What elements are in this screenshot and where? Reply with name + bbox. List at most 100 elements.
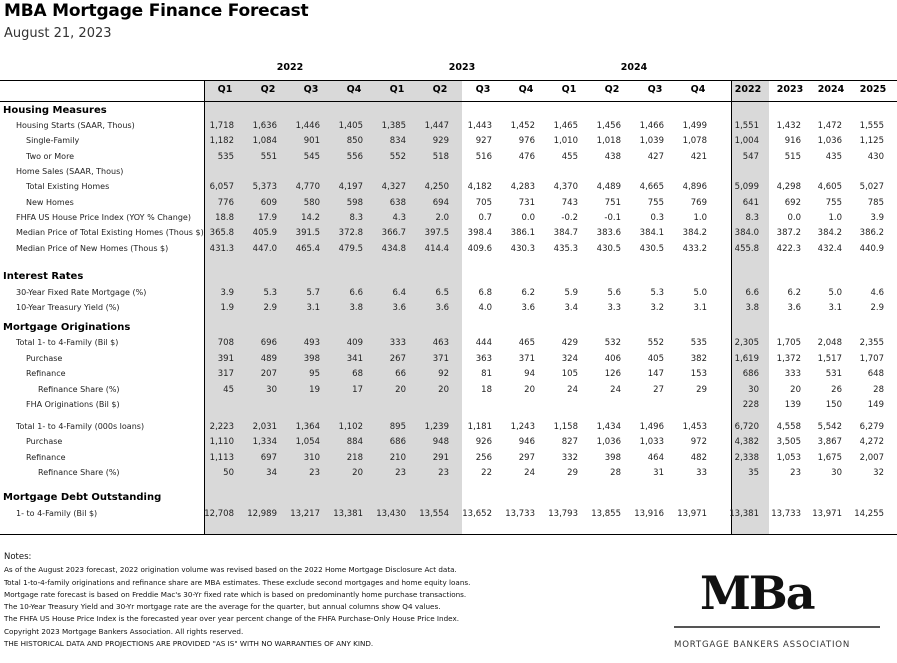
table-cell: 24	[567, 385, 578, 395]
table-cell: 6.5	[435, 288, 449, 298]
table-cell: 147	[647, 369, 664, 379]
table-cell: 406	[604, 354, 621, 364]
table-cell: 755	[825, 198, 842, 208]
row-label: FHFA US House Price Index (YOY % Change)	[16, 213, 191, 222]
table-cell: 35	[748, 468, 759, 478]
section-header: Mortgage Debt Outstanding	[0, 491, 897, 505]
table-cell: 386.2	[859, 228, 884, 238]
table-cell: 391.5	[295, 228, 320, 238]
table-cell: 1,243	[510, 422, 535, 432]
table-cell: 398.4	[467, 228, 492, 238]
section-title: Interest Rates	[3, 271, 84, 282]
column-header: Q3	[647, 84, 663, 95]
table-cell: 4,558	[776, 422, 801, 432]
row-label: Refinance Share (%)	[38, 468, 120, 477]
table-cell: 708	[217, 338, 234, 348]
table-cell: 384.0	[734, 228, 759, 238]
table-cell: 1,036	[596, 437, 621, 447]
table-cell: 20	[438, 385, 449, 395]
table-cell: 2.0	[435, 213, 449, 223]
table-cell: 432.4	[817, 244, 842, 254]
table-cell: 1,447	[424, 121, 449, 131]
note-line: Mortgage rate forecast is based on Fredd…	[4, 589, 467, 599]
table-cell: 310	[303, 453, 320, 463]
table-cell: 1,619	[734, 354, 759, 364]
table-cell: 397.5	[424, 228, 449, 238]
table-cell: 13,971	[677, 509, 707, 519]
column-header: Q4	[518, 84, 534, 95]
table-cell: 696	[260, 338, 277, 348]
table-cell: 297	[518, 453, 535, 463]
section-header: Mortgage Originations	[0, 321, 897, 335]
table-row: Refinance 1,113 697 310 218 210 291 256 297 332 39…	[0, 451, 897, 465]
table-cell: 455.8	[734, 244, 759, 254]
table-cell: 5.0	[693, 288, 707, 298]
table-cell: 433.2	[682, 244, 707, 254]
table-cell: 365.8	[209, 228, 234, 238]
table-cell: 34	[266, 468, 277, 478]
table-cell: 5.0	[828, 288, 842, 298]
section-title: Housing Measures	[3, 105, 107, 116]
column-header: 2024	[817, 84, 845, 95]
table-cell: 4,370	[553, 182, 578, 192]
page-title: MBA Mortgage Finance Forecast	[4, 1, 309, 21]
table-row: Total 1- to 4-Family (Bil $) 708 696 493 409…	[0, 336, 897, 350]
table-cell: 535	[690, 338, 707, 348]
column-header: Q2	[432, 84, 448, 95]
table-cell: 371	[432, 354, 449, 364]
table-cell: 1,434	[596, 422, 621, 432]
table-cell: 405	[647, 354, 664, 364]
table-cell: 32	[873, 468, 884, 478]
table-cell: 1,364	[295, 422, 320, 432]
table-cell: 105	[561, 369, 578, 379]
table-cell: 551	[260, 152, 277, 162]
table-cell: 430	[867, 152, 884, 162]
table-cell: 5,099	[734, 182, 759, 192]
table-cell: 210	[389, 453, 406, 463]
table-cell: 256	[475, 453, 492, 463]
table-cell: 1,113	[209, 453, 234, 463]
table-cell: 1,084	[252, 136, 277, 146]
year-label: 2022	[276, 62, 304, 73]
table-cell: 834	[389, 136, 406, 146]
column-header: 2023	[776, 84, 804, 95]
table-cell: 455	[561, 152, 578, 162]
table-cell: 218	[346, 453, 363, 463]
table-cell: 422.3	[776, 244, 801, 254]
table-cell: 139	[784, 400, 801, 410]
section-title: Mortgage Originations	[3, 322, 131, 333]
table-cell: 972	[690, 437, 707, 447]
column-header-row: Q1 Q2 Q3 Q4 Q1 Q2 Q3 Q4 Q1 Q2 Q3 Q4 2022 2023 2024 2025	[0, 80, 897, 102]
table-cell: 5.3	[263, 288, 277, 298]
table-cell: 1,446	[295, 121, 320, 131]
table-cell: 2,305	[734, 338, 759, 348]
table-cell: 0.7	[478, 213, 492, 223]
table-cell: 3.3	[607, 303, 621, 313]
table-cell: 1,551	[734, 121, 759, 131]
table-cell: 363	[475, 354, 492, 364]
logo-tagline: MORTGAGE BANKERS ASSOCIATION	[674, 640, 851, 650]
column-header: Q1	[217, 84, 233, 95]
table-cell: 14.2	[301, 213, 320, 223]
table-cell: 332	[561, 453, 578, 463]
table-cell: 2,007	[859, 453, 884, 463]
table-cell: 1,499	[682, 121, 707, 131]
table-cell: 1,465	[553, 121, 578, 131]
table-cell: 13,971	[812, 509, 842, 519]
table-cell: 776	[217, 198, 234, 208]
table-cell: 2,031	[252, 422, 277, 432]
table-cell: 1,466	[639, 121, 664, 131]
row-label: Single-Family	[26, 136, 80, 145]
table-cell: 20	[790, 385, 801, 395]
year-label: 2023	[448, 62, 476, 73]
table-cell: 769	[690, 198, 707, 208]
note-line: THE HISTORICAL DATA AND PROJECTIONS ARE …	[4, 639, 374, 649]
mba-logo: MBa MORTGAGE BANKERS ASSOCIATION	[674, 565, 889, 657]
logo-divider	[674, 626, 880, 628]
table-cell: 333	[389, 338, 406, 348]
table-cell: 4,283	[510, 182, 535, 192]
row-label: Two or More	[26, 152, 75, 161]
table-cell: 13,652	[462, 509, 492, 519]
table-cell: 13,430	[376, 509, 406, 519]
table-cell: 532	[604, 338, 621, 348]
